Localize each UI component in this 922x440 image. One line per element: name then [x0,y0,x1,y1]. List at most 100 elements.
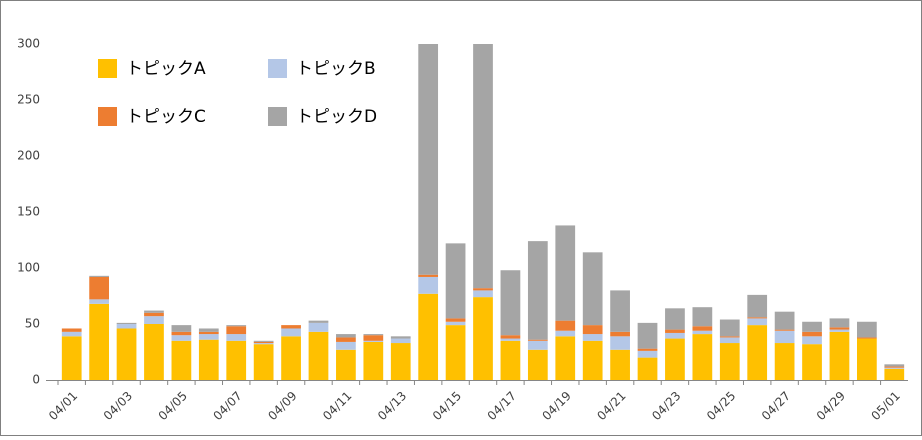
bar-segment [555,336,576,380]
bar-segment [445,321,466,326]
bar-segment [89,275,109,277]
bar-segment [253,340,274,342]
bar-segment [719,336,740,338]
bar-segment [418,274,439,277]
bar-segment [226,326,247,335]
bar-segment [774,329,795,331]
bar-segment [582,325,603,335]
bar-segment [829,331,850,380]
bar-segment [582,252,603,326]
bar-segment [857,338,877,380]
bar-segment [692,330,713,335]
bar-segment [665,308,685,330]
bar-segment [390,343,411,380]
bar-segment [198,339,219,380]
bar-segment [829,329,850,332]
bar-segment [802,344,822,380]
bar-segment [802,331,822,337]
bar-segment [500,335,521,339]
bar-segment [527,339,548,341]
bar-segment [665,332,685,339]
bar-segment [884,367,905,369]
bar-segment [555,320,576,331]
bar-segment [144,312,164,317]
bar-segment [226,334,247,341]
y-tick-label: 50 [25,317,40,331]
legend-label: トピックC [126,107,206,127]
bar-segment [418,276,439,294]
bar-segment [637,322,658,349]
bar-segment [308,331,329,380]
bar-segment [198,331,219,335]
bar-segment [692,334,713,380]
legend-label: トピックD [296,107,377,127]
bar-segment [500,340,521,380]
bar-segment [116,328,137,380]
bar-group [61,44,905,380]
bar-segment [692,326,713,331]
bar-segment [774,311,795,330]
bar-segment [89,276,109,300]
bar-segment [281,336,301,380]
bar-segment [637,348,658,351]
bar-segment [555,330,576,337]
bar-segment [555,225,576,321]
legend-swatch [98,59,117,78]
bar-segment [857,321,877,338]
bar-segment [144,310,164,313]
bar-segment [336,341,356,350]
bar-segment [610,349,630,380]
bar-segment [473,297,493,380]
legend-swatch [98,107,117,126]
bar-segment [473,290,493,298]
bar-segment [336,349,356,380]
bar-segment [500,270,521,336]
y-tick-label: 0 [32,373,40,387]
bar-segment [144,316,164,324]
bar-segment [802,336,822,345]
bar-segment [719,337,740,344]
bar-segment [61,328,82,332]
bar-segment [473,288,493,291]
legend-swatch [268,107,287,126]
bar-segment [884,366,905,368]
bar-segment [116,322,137,324]
bar-segment [253,341,274,344]
bar-segment [610,290,630,332]
bar-segment [253,343,274,345]
bar-segment [171,335,192,341]
y-tick-label: 300 [17,37,40,51]
bar-segment [582,334,603,341]
bar-segment [884,368,905,380]
bar-segment [308,320,329,323]
bar-segment [445,243,466,319]
bar-segment [500,338,521,341]
legend-label: トピックB [296,59,376,79]
bar-segment [829,327,850,330]
bar-segment [281,328,301,337]
bar-segment [226,325,247,327]
bar-segment [89,299,109,304]
bar-segment [253,344,274,380]
y-tick-label: 150 [17,205,40,219]
bar-segment [390,338,411,344]
bar-segment [473,44,493,289]
bar-segment [637,350,658,358]
y-tick-label: 250 [17,93,40,107]
bar-segment [637,357,658,380]
bar-segment [747,317,768,319]
bar-segment [884,364,905,367]
bar-segment [445,318,466,322]
bar-segment [747,325,768,380]
bar-segment [390,336,411,339]
y-tick-label: 100 [17,261,40,275]
bar-segment [445,325,466,380]
bar-segment [527,340,548,350]
legend-label: トピックA [126,59,206,79]
bar-segment [281,325,301,329]
bar-segment [719,343,740,380]
bar-segment [829,318,850,328]
bar-segment [719,319,740,337]
bar-segment [363,340,384,342]
bar-segment [336,334,356,338]
